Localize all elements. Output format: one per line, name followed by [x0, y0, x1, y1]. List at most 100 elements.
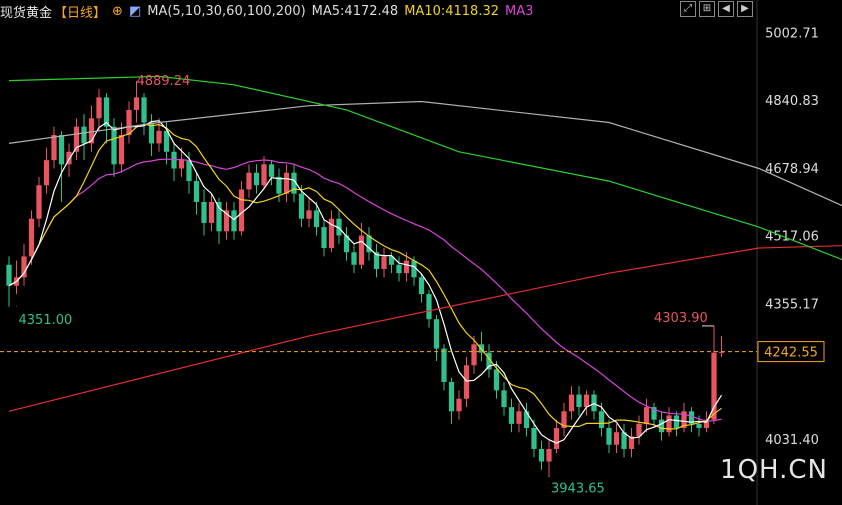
period-label[interactable]: 【日线】: [54, 5, 107, 21]
candle-body: [178, 160, 185, 169]
candle-body: [456, 398, 462, 412]
candle-body: [561, 411, 567, 429]
candle-body: [508, 407, 515, 424]
candle-body: [546, 448, 552, 462]
ma5-value: MA5:4172.48: [311, 3, 399, 19]
ma-params: MA(5,10,30,60,100,200): [147, 3, 306, 19]
back-icon[interactable]: ◀: [718, 1, 734, 17]
candle-body: [666, 415, 672, 433]
candle-body: [426, 294, 432, 320]
candle-body: [216, 201, 222, 232]
candle-body: [21, 256, 27, 278]
candle-body: [358, 235, 365, 265]
chart-header: 现货黄金 【日线】 ⊕ ◩ MA(5,10,30,60,100,200) MA5…: [0, 0, 760, 22]
candle-body: [501, 390, 507, 408]
forward-icon[interactable]: ▶: [737, 1, 753, 17]
high-annotation: 4889.24: [137, 74, 191, 89]
candle-body: [351, 252, 357, 265]
candle-body: [201, 201, 207, 223]
candle-body: [148, 122, 155, 144]
candle-body: [58, 135, 65, 165]
candle-body: [411, 260, 417, 278]
candle-body: [613, 432, 620, 445]
candle-body: [96, 97, 102, 119]
candle-body: [163, 130, 170, 152]
ma10-value: MA10:4118.32: [404, 3, 499, 19]
candle-body: [718, 351, 725, 353]
candle-body: [223, 210, 230, 232]
candle-body: [133, 97, 140, 110]
candle-body: [688, 411, 695, 424]
last-price-tag: [757, 341, 825, 363]
candle-body: [238, 189, 245, 232]
y-tick-label: 5002.71: [765, 26, 819, 41]
candle-body: [253, 172, 260, 186]
candle-body: [246, 172, 252, 190]
candle-body: [606, 428, 612, 445]
candle-body: [403, 260, 410, 274]
candle-body: [651, 407, 657, 420]
candle-body: [538, 448, 545, 462]
candle-body: [28, 218, 35, 257]
candle-body: [126, 109, 132, 136]
candle-body: [336, 218, 342, 236]
zoom-in-icon[interactable]: ⊞: [699, 1, 715, 17]
candle-body: [643, 407, 650, 424]
indicator-icon[interactable]: ◩: [128, 3, 142, 19]
candle-body: [598, 411, 605, 429]
candle-body: [621, 432, 627, 449]
candle-body: [711, 352, 717, 420]
candle-body: [66, 151, 72, 165]
instrument-title: 现货黄金: [0, 5, 53, 21]
candle-body: [261, 164, 267, 186]
y-tick-label: 4517.06: [765, 230, 819, 245]
candle-body: [388, 256, 395, 265]
watermark-logo: 1QH.CN: [720, 455, 828, 485]
ma60-line: [8, 75, 842, 261]
candle-body: [111, 126, 117, 165]
candle-body: [486, 352, 492, 370]
y-tick-label: 4031.40: [765, 433, 819, 448]
candle-body: [6, 264, 12, 286]
candle-body: [636, 423, 642, 437]
ma30-line: [8, 158, 722, 422]
candle-body: [313, 210, 320, 228]
y-tick-label: 4840.83: [765, 94, 819, 109]
candle-body: [516, 411, 522, 424]
candle-body: [523, 411, 530, 429]
recent-high-annotation: 4303.90: [654, 311, 708, 326]
candle-body: [43, 160, 50, 186]
candle-body: [703, 419, 710, 429]
candle-body: [268, 164, 275, 177]
candle-body: [366, 235, 372, 253]
candle-body: [396, 264, 402, 274]
candle-body: [298, 193, 305, 219]
candle-body: [583, 394, 590, 408]
candle-body: [231, 210, 237, 232]
candle-body: [591, 394, 597, 412]
candle-body: [141, 97, 147, 123]
candle-body: [381, 256, 387, 269]
ma30-value: MA3: [505, 3, 534, 19]
y-tick-label: 4355.17: [765, 297, 819, 312]
candle-body: [306, 210, 312, 219]
candle-body: [36, 185, 42, 219]
candle-body: [81, 126, 87, 144]
candle-body: [696, 423, 702, 429]
candle-body: [283, 172, 290, 194]
expand-icon[interactable]: ⤢: [680, 1, 696, 17]
low-annotation: 3943.65: [551, 482, 605, 497]
candle-body: [628, 436, 635, 449]
candle-body: [291, 172, 297, 194]
candle-body: [448, 381, 455, 412]
toolbar: ⤢ ⊞ ◀ ▶: [680, 1, 753, 17]
candle-body: [186, 160, 192, 182]
candle-body: [681, 411, 687, 429]
candle-body: [118, 135, 125, 165]
ma10-line: [8, 123, 722, 430]
add-indicator-icon[interactable]: ⊕: [112, 3, 123, 19]
candle-body: [463, 365, 470, 399]
candle-body: [441, 348, 447, 382]
candle-body: [343, 235, 350, 253]
